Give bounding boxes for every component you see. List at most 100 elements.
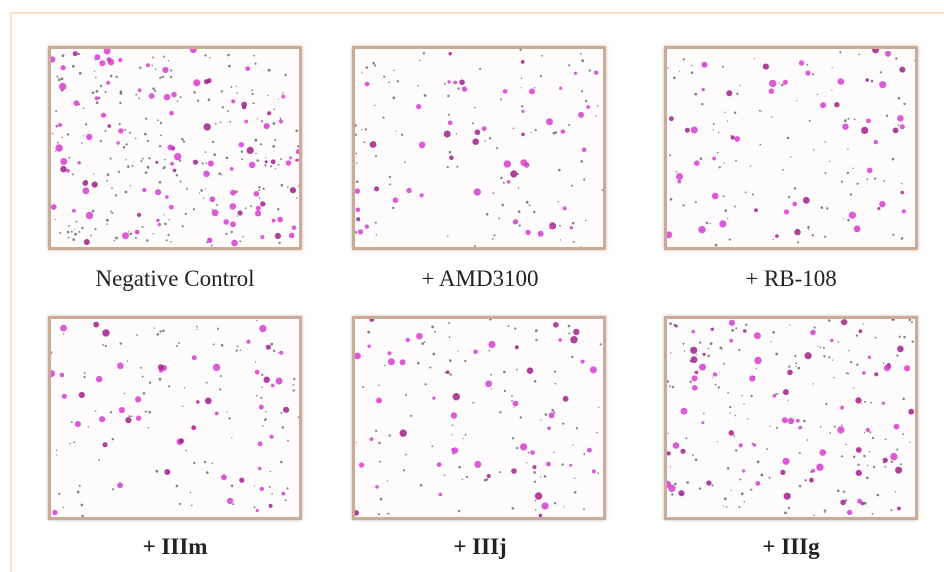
- cell: [890, 509, 893, 512]
- cell: [753, 332, 761, 340]
- cell: [841, 319, 848, 326]
- cell: [148, 157, 151, 160]
- cell: [203, 79, 209, 85]
- cell: [879, 81, 887, 89]
- cell: [179, 96, 182, 99]
- cell: [553, 451, 555, 454]
- cell: [782, 79, 788, 85]
- cell: [507, 325, 510, 328]
- cell: [760, 110, 762, 112]
- cell: [520, 77, 523, 79]
- cell: [874, 372, 879, 377]
- cell: [575, 427, 579, 430]
- cell: [549, 225, 554, 230]
- cell: [162, 66, 169, 74]
- cell: [119, 101, 122, 105]
- cell: [200, 189, 203, 192]
- cell: [701, 61, 708, 68]
- cell: [286, 186, 289, 188]
- cell: [60, 165, 67, 173]
- cell: [115, 236, 118, 240]
- cell: [539, 75, 542, 78]
- cell: [872, 465, 876, 469]
- cell: [840, 180, 843, 183]
- cell: [739, 84, 741, 87]
- cell: [781, 417, 788, 424]
- cell: [405, 337, 410, 343]
- panel-label: + IIIg: [762, 534, 820, 559]
- cell: [573, 491, 577, 494]
- cell: [789, 324, 791, 326]
- cell: [293, 377, 296, 381]
- cell: [690, 356, 698, 364]
- cell: [267, 111, 272, 116]
- cell: [355, 162, 358, 164]
- cell: [203, 170, 210, 178]
- cell: [488, 137, 492, 140]
- cell: [175, 344, 178, 347]
- cell: [219, 121, 222, 124]
- cell: [229, 120, 232, 123]
- cell: [571, 221, 575, 225]
- cell: [572, 240, 575, 243]
- cell: [533, 210, 536, 214]
- cell: [540, 419, 542, 421]
- cell: [512, 400, 519, 407]
- cell: [891, 319, 895, 321]
- cell: [845, 499, 848, 502]
- cell: [667, 451, 671, 456]
- cell: [399, 359, 406, 366]
- cell: [803, 419, 806, 423]
- cell: [828, 356, 831, 359]
- cell: [519, 49, 522, 52]
- cell: [206, 241, 208, 244]
- cell: [193, 91, 196, 94]
- cell: [367, 344, 371, 348]
- cell: [513, 407, 515, 409]
- cell: [245, 66, 251, 71]
- cell: [833, 376, 835, 379]
- cell: [107, 124, 112, 128]
- cell: [355, 207, 361, 213]
- cell: [580, 359, 585, 364]
- cell: [512, 219, 519, 225]
- cell: [682, 342, 685, 345]
- cell: [115, 75, 118, 79]
- cell: [182, 140, 185, 143]
- cell: [154, 89, 157, 93]
- cell: [205, 381, 208, 384]
- cell: [254, 361, 257, 363]
- cell: [558, 338, 562, 342]
- cell: [287, 439, 289, 442]
- cell: [270, 383, 275, 388]
- cell: [235, 85, 238, 88]
- cell: [355, 441, 357, 444]
- cell: [283, 406, 290, 413]
- cell: [787, 399, 789, 401]
- cell: [146, 139, 149, 142]
- cell: [711, 192, 719, 200]
- cell: [131, 165, 134, 167]
- cell: [736, 92, 739, 95]
- cell: [499, 411, 502, 414]
- cell: [735, 449, 738, 452]
- cell: [178, 438, 184, 444]
- cell: [443, 474, 446, 477]
- cell: [473, 349, 478, 355]
- cell: [223, 219, 229, 225]
- cell: [379, 460, 382, 463]
- cell: [885, 114, 889, 117]
- cell: [260, 235, 265, 240]
- cell: [289, 156, 293, 160]
- cell: [284, 499, 287, 502]
- cell: [118, 128, 124, 134]
- cell: [190, 504, 193, 507]
- cell: [443, 130, 451, 138]
- cell: [449, 155, 454, 160]
- cell: [60, 65, 66, 71]
- frame: [10, 12, 944, 572]
- cell: [474, 106, 476, 109]
- cell: [255, 210, 262, 217]
- cell: [807, 228, 809, 230]
- cell: [94, 96, 99, 101]
